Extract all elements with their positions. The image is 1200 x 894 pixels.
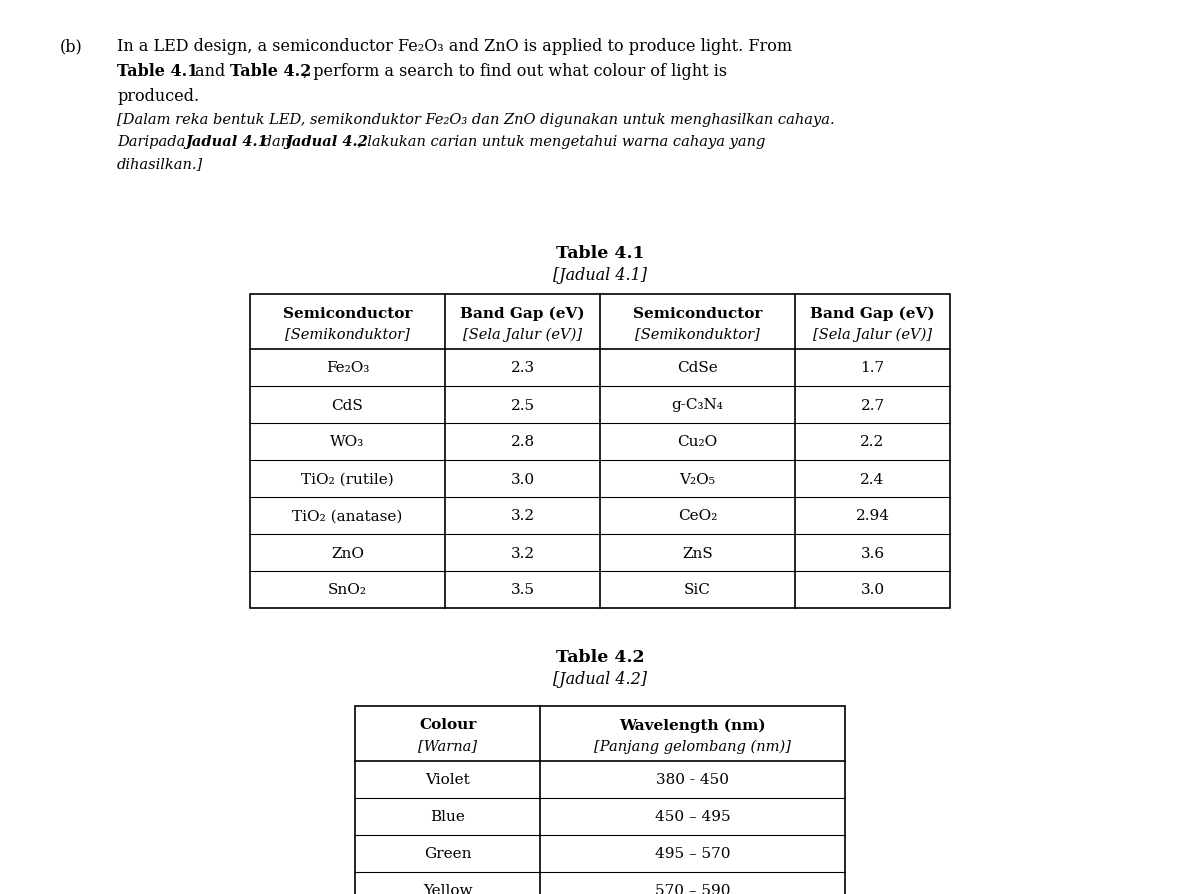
- Text: Table 4.2: Table 4.2: [556, 648, 644, 665]
- Text: In a LED design, a semiconductor Fe₂O₃ and ZnO is applied to produce light. From: In a LED design, a semiconductor Fe₂O₃ a…: [118, 38, 792, 55]
- Text: and: and: [190, 63, 230, 80]
- Text: 380 - 450: 380 - 450: [656, 772, 730, 787]
- Text: SnO₂: SnO₂: [328, 583, 367, 597]
- Text: [Sela Jalur (eV)]: [Sela Jalur (eV)]: [463, 327, 582, 342]
- Text: 3.2: 3.2: [510, 509, 534, 523]
- Text: [Sela Jalur (eV)]: [Sela Jalur (eV)]: [812, 327, 932, 342]
- Bar: [355, 706, 845, 894]
- Text: Semiconductor: Semiconductor: [632, 306, 762, 320]
- Text: , lakukan carian untuk mengetahui warna cahaya yang: , lakukan carian untuk mengetahui warna …: [358, 135, 766, 148]
- Text: 2.7: 2.7: [860, 398, 884, 412]
- Text: Table 4.1: Table 4.1: [118, 63, 198, 80]
- Text: Fe₂O₃: Fe₂O₃: [326, 361, 370, 375]
- Text: dihasilkan.]: dihasilkan.]: [118, 156, 203, 171]
- Text: V₂O₅: V₂O₅: [679, 472, 715, 486]
- Text: 2.2: 2.2: [860, 435, 884, 449]
- Text: Jadual 4.1: Jadual 4.1: [185, 135, 268, 148]
- Text: [Panjang gelombang (nm)]: [Panjang gelombang (nm)]: [594, 738, 791, 753]
- Text: Blue: Blue: [430, 810, 464, 823]
- Text: 3.2: 3.2: [510, 546, 534, 560]
- Text: Cu₂O: Cu₂O: [677, 435, 718, 449]
- Text: CdSe: CdSe: [677, 361, 718, 375]
- Text: 2.4: 2.4: [860, 472, 884, 486]
- Text: dan: dan: [258, 135, 295, 148]
- Text: 2.5: 2.5: [510, 398, 534, 412]
- Text: Yellow: Yellow: [422, 883, 473, 894]
- Text: [Semikonduktor]: [Semikonduktor]: [286, 327, 410, 342]
- Text: Table 4.1: Table 4.1: [556, 245, 644, 262]
- Text: Violet: Violet: [425, 772, 470, 787]
- Text: CeO₂: CeO₂: [678, 509, 718, 523]
- Text: Colour: Colour: [419, 718, 476, 731]
- Text: ZnO: ZnO: [331, 546, 364, 560]
- Text: [Semikonduktor]: [Semikonduktor]: [635, 327, 760, 342]
- Text: , perform a search to find out what colour of light is: , perform a search to find out what colo…: [302, 63, 727, 80]
- Text: 450 – 495: 450 – 495: [655, 810, 731, 823]
- Text: 570 – 590: 570 – 590: [655, 883, 731, 894]
- Text: 3.6: 3.6: [860, 546, 884, 560]
- Text: 3.0: 3.0: [860, 583, 884, 597]
- Text: ZnS: ZnS: [682, 546, 713, 560]
- Text: g-C₃N₄: g-C₃N₄: [672, 398, 724, 412]
- Text: 2.3: 2.3: [510, 361, 534, 375]
- Text: Table 4.2: Table 4.2: [230, 63, 311, 80]
- Bar: [250, 295, 950, 608]
- Text: CdS: CdS: [331, 398, 364, 412]
- Text: TiO₂ (anatase): TiO₂ (anatase): [293, 509, 403, 523]
- Text: 3.5: 3.5: [510, 583, 534, 597]
- Text: produced.: produced.: [118, 88, 199, 105]
- Text: Band Gap (eV): Band Gap (eV): [810, 306, 935, 320]
- Text: [Dalam reka bentuk LED, semikonduktor Fe₂O₃ dan ZnO digunakan untuk menghasilkan: [Dalam reka bentuk LED, semikonduktor Fe…: [118, 113, 835, 127]
- Text: TiO₂ (rutile): TiO₂ (rutile): [301, 472, 394, 486]
- Text: Green: Green: [424, 847, 472, 861]
- Text: 2.94: 2.94: [856, 509, 889, 523]
- Text: (b): (b): [60, 38, 83, 55]
- Text: 495 – 570: 495 – 570: [655, 847, 731, 861]
- Text: Semiconductor: Semiconductor: [283, 306, 412, 320]
- Text: [Jadual 4.1]: [Jadual 4.1]: [553, 266, 647, 283]
- Text: [Jadual 4.2]: [Jadual 4.2]: [553, 670, 647, 687]
- Text: Wavelength (nm): Wavelength (nm): [619, 718, 766, 732]
- Text: Daripada: Daripada: [118, 135, 190, 148]
- Text: 3.0: 3.0: [510, 472, 534, 486]
- Text: [Warna]: [Warna]: [418, 738, 478, 753]
- Text: WO₃: WO₃: [330, 435, 365, 449]
- Text: Jadual 4.2: Jadual 4.2: [286, 135, 367, 148]
- Text: 2.8: 2.8: [510, 435, 534, 449]
- Text: Band Gap (eV): Band Gap (eV): [460, 306, 584, 320]
- Text: 1.7: 1.7: [860, 361, 884, 375]
- Text: SiC: SiC: [684, 583, 710, 597]
